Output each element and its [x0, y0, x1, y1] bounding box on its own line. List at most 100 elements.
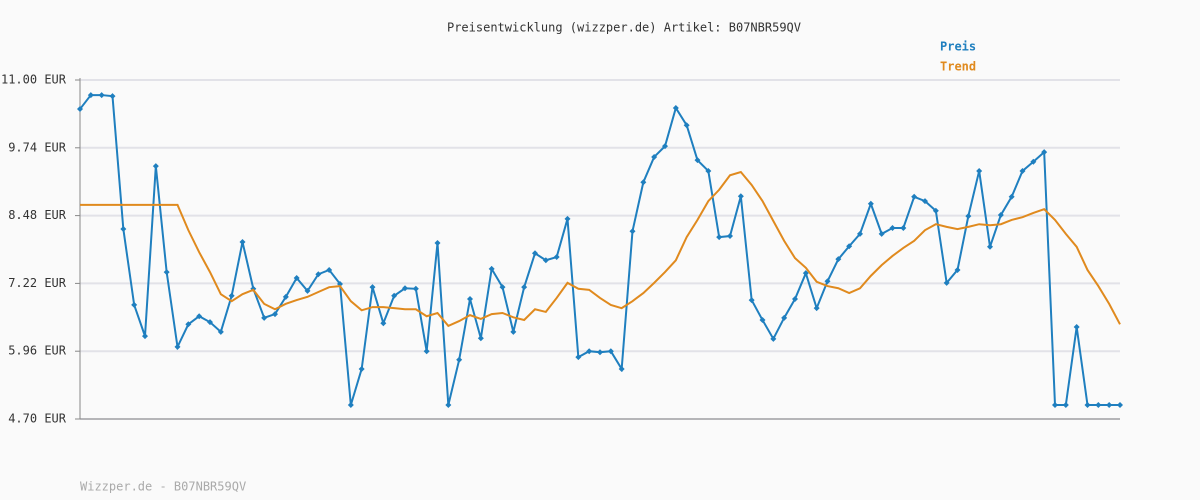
- point-marker: [542, 257, 549, 264]
- point-marker: [228, 292, 235, 299]
- point-marker: [1084, 402, 1091, 409]
- point-marker: [737, 193, 744, 200]
- point-marker: [477, 335, 484, 342]
- legend-label: Trend: [940, 60, 976, 74]
- point-marker: [997, 212, 1004, 219]
- point-marker: [261, 314, 268, 321]
- point-marker: [347, 402, 354, 409]
- point-marker: [694, 157, 701, 164]
- point-marker: [412, 285, 419, 292]
- point-marker: [835, 256, 842, 263]
- point-marker: [87, 92, 94, 99]
- point-marker: [943, 279, 950, 286]
- point-marker: [1052, 402, 1058, 409]
- point-marker: [207, 319, 213, 326]
- point-marker: [315, 271, 322, 278]
- legend-label: Preis: [940, 40, 976, 54]
- point-marker: [867, 200, 874, 207]
- chart-title: Preisentwicklung (wizzper.de) Artikel: B…: [447, 21, 801, 35]
- point-marker: [824, 278, 831, 285]
- point-marker: [900, 224, 907, 231]
- point-marker: [716, 234, 723, 241]
- point-marker: [672, 104, 679, 111]
- point-marker: [304, 287, 311, 294]
- point-marker: [196, 313, 203, 320]
- point-marker: [607, 348, 614, 355]
- point-marker: [705, 167, 712, 174]
- point-marker: [553, 254, 560, 261]
- point-marker: [98, 92, 105, 99]
- point-marker: [781, 314, 788, 321]
- point-marker: [445, 402, 452, 409]
- point-marker: [618, 365, 625, 372]
- point-marker: [239, 238, 246, 245]
- point-marker: [358, 365, 365, 372]
- point-marker: [889, 224, 896, 231]
- point-marker: [911, 193, 918, 200]
- point-marker: [282, 293, 289, 300]
- point-marker: [629, 228, 636, 235]
- point-marker: [434, 240, 441, 247]
- point-marker: [575, 354, 582, 361]
- point-marker: [1030, 158, 1037, 165]
- point-marker: [109, 93, 116, 100]
- point-marker: [770, 335, 777, 342]
- point-marker: [423, 348, 430, 355]
- point-marker: [954, 266, 961, 273]
- point-marker: [651, 153, 658, 160]
- point-marker: [792, 296, 798, 303]
- point-marker: [369, 284, 376, 291]
- point-marker: [152, 163, 159, 170]
- point-marker: [727, 233, 733, 240]
- point-marker: [488, 265, 495, 272]
- point-marker: [467, 296, 473, 303]
- y-tick-label: 5.96 EUR: [8, 344, 67, 358]
- point-marker: [846, 243, 853, 250]
- point-marker: [1041, 149, 1048, 156]
- point-marker: [922, 198, 928, 205]
- point-marker: [272, 311, 278, 318]
- point-marker: [380, 320, 387, 327]
- point-marker: [597, 349, 603, 356]
- y-tick-label: 4.70 EUR: [8, 412, 67, 426]
- y-tick-label: 8.48 EUR: [8, 208, 67, 222]
- point-marker: [1008, 193, 1015, 200]
- point-marker: [163, 269, 170, 276]
- point-marker: [683, 122, 690, 129]
- point-marker: [174, 343, 181, 350]
- point-marker: [499, 284, 506, 291]
- y-tick-label: 9.74 EUR: [8, 140, 67, 154]
- point-marker: [142, 333, 148, 340]
- point-marker: [976, 167, 983, 174]
- point-marker: [120, 226, 127, 233]
- point-marker: [748, 297, 755, 304]
- point-marker: [932, 207, 939, 214]
- point-marker: [813, 305, 820, 312]
- point-marker: [293, 275, 300, 282]
- point-marker: [1073, 323, 1080, 330]
- point-marker: [217, 328, 224, 335]
- point-marker: [532, 250, 538, 257]
- point-marker: [391, 292, 398, 299]
- point-marker: [878, 230, 885, 237]
- point-marker: [456, 356, 463, 363]
- point-marker: [662, 143, 668, 150]
- point-marker: [185, 321, 192, 328]
- point-marker: [510, 328, 517, 335]
- point-marker: [1019, 167, 1026, 174]
- footer: Wizzper.de - B07NBR59QV: [80, 480, 246, 494]
- point-marker: [586, 348, 593, 355]
- point-marker: [1062, 402, 1069, 409]
- point-marker: [759, 316, 766, 323]
- point-marker: [1106, 402, 1113, 409]
- point-marker: [802, 270, 809, 277]
- series-line: [80, 170, 1121, 328]
- point-marker: [987, 243, 993, 250]
- point-marker: [857, 230, 863, 237]
- y-tick-label: 7.22 EUR: [8, 276, 67, 290]
- point-marker: [131, 301, 138, 308]
- series-line: [79, 94, 1120, 407]
- point-marker: [77, 106, 83, 113]
